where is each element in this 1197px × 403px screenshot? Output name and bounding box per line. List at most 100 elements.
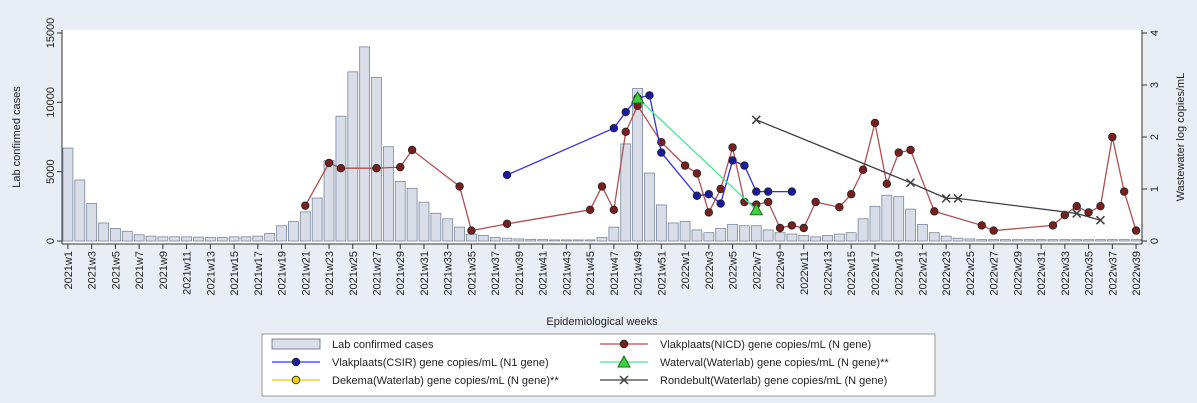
bar [703,232,715,242]
bar [727,223,738,242]
bar [276,225,287,242]
bar [394,180,406,242]
bar [347,71,359,242]
bar [228,236,240,242]
line-segment [934,210,982,227]
bar [762,229,774,242]
bar [679,221,691,242]
point [941,193,951,203]
x-tick-label: 2022w17 [870,251,882,296]
line-segment [756,119,911,184]
point [692,191,702,200]
point [752,187,761,196]
line-segment [850,169,864,195]
point [728,156,737,165]
legend-label: Vlakplaats(NICD) gene copies/mL (N gene) [660,339,871,351]
x-tick-label: 2022w35 [1084,251,1096,296]
legend-label: Vlakplaats(CSIR) gene copies/mL (N1 gene… [332,357,549,369]
point [372,163,381,173]
bar [252,235,264,242]
bar [561,239,572,242]
point [630,90,645,104]
point [906,145,915,155]
x-tick-label: 2021w27 [372,251,384,296]
y2-tick-label: 4 [1149,30,1161,36]
y-axis-title: Lab confirmed cases [11,86,23,188]
point [1119,187,1129,196]
line-segment [886,152,900,185]
point [1060,210,1070,220]
point [324,158,334,168]
x-tick-label: 2022w23 [941,251,953,296]
point [336,163,346,173]
line-segment [637,97,757,211]
x-tick-label: 2021w39 [514,251,526,296]
bar [62,147,74,242]
bar [537,239,549,242]
bar [323,160,335,242]
point [749,202,764,216]
x-tick-label: 2022w5 [728,251,740,290]
point [502,170,512,180]
bar [988,239,1000,242]
bar [145,235,157,242]
x-tick-label: 2021w35 [466,251,478,296]
bar [976,239,988,242]
line-segment [660,141,686,167]
bar [359,46,371,242]
line-segment [506,209,591,225]
bar [525,238,537,242]
bar [964,238,976,242]
bar [371,76,382,242]
x-tick-label: 2022w13 [822,251,834,296]
x-tick-label: 2021w15 [229,251,241,296]
bar [905,208,916,242]
bar [74,179,86,242]
bar [917,223,928,242]
bar [382,146,394,242]
line-segment [660,152,698,197]
bar [572,239,584,242]
point [894,148,903,157]
line-segment [625,105,639,133]
bar [157,236,169,242]
line-segment [720,147,734,190]
bar [584,239,596,242]
bar [632,88,643,242]
x-tick-label: 2021w41 [538,251,550,296]
bar [857,218,869,242]
bar [928,232,940,242]
y2-tick-label: 2 [1149,134,1161,140]
x-tick-label: 2021w43 [561,251,573,296]
point [657,148,666,157]
bar [477,235,489,242]
plot-area [62,30,1142,244]
point [989,226,998,235]
legend-marker [619,339,629,349]
line-segment [731,147,746,203]
bar [869,205,881,242]
point [775,223,785,233]
x-tick-label: 2021w5 [110,251,122,290]
line-segment [767,201,781,229]
bar [1118,239,1130,242]
point [728,143,737,152]
bar [739,225,750,242]
point [1131,226,1141,235]
bar [204,237,216,242]
line-segment [589,186,603,211]
y-tick-label: 15000 [45,18,57,49]
legend-marker [619,375,629,385]
bar [513,238,525,242]
x-tick-label: 2022w37 [1107,251,1119,296]
x-tick-label: 2021w33 [443,251,455,296]
bar [216,237,228,242]
bar [845,232,857,242]
bar [822,235,833,242]
bar [240,236,252,242]
y2-tick-label: 1 [1149,186,1161,192]
point [645,91,654,100]
point [692,169,702,178]
line-segment [862,122,876,170]
